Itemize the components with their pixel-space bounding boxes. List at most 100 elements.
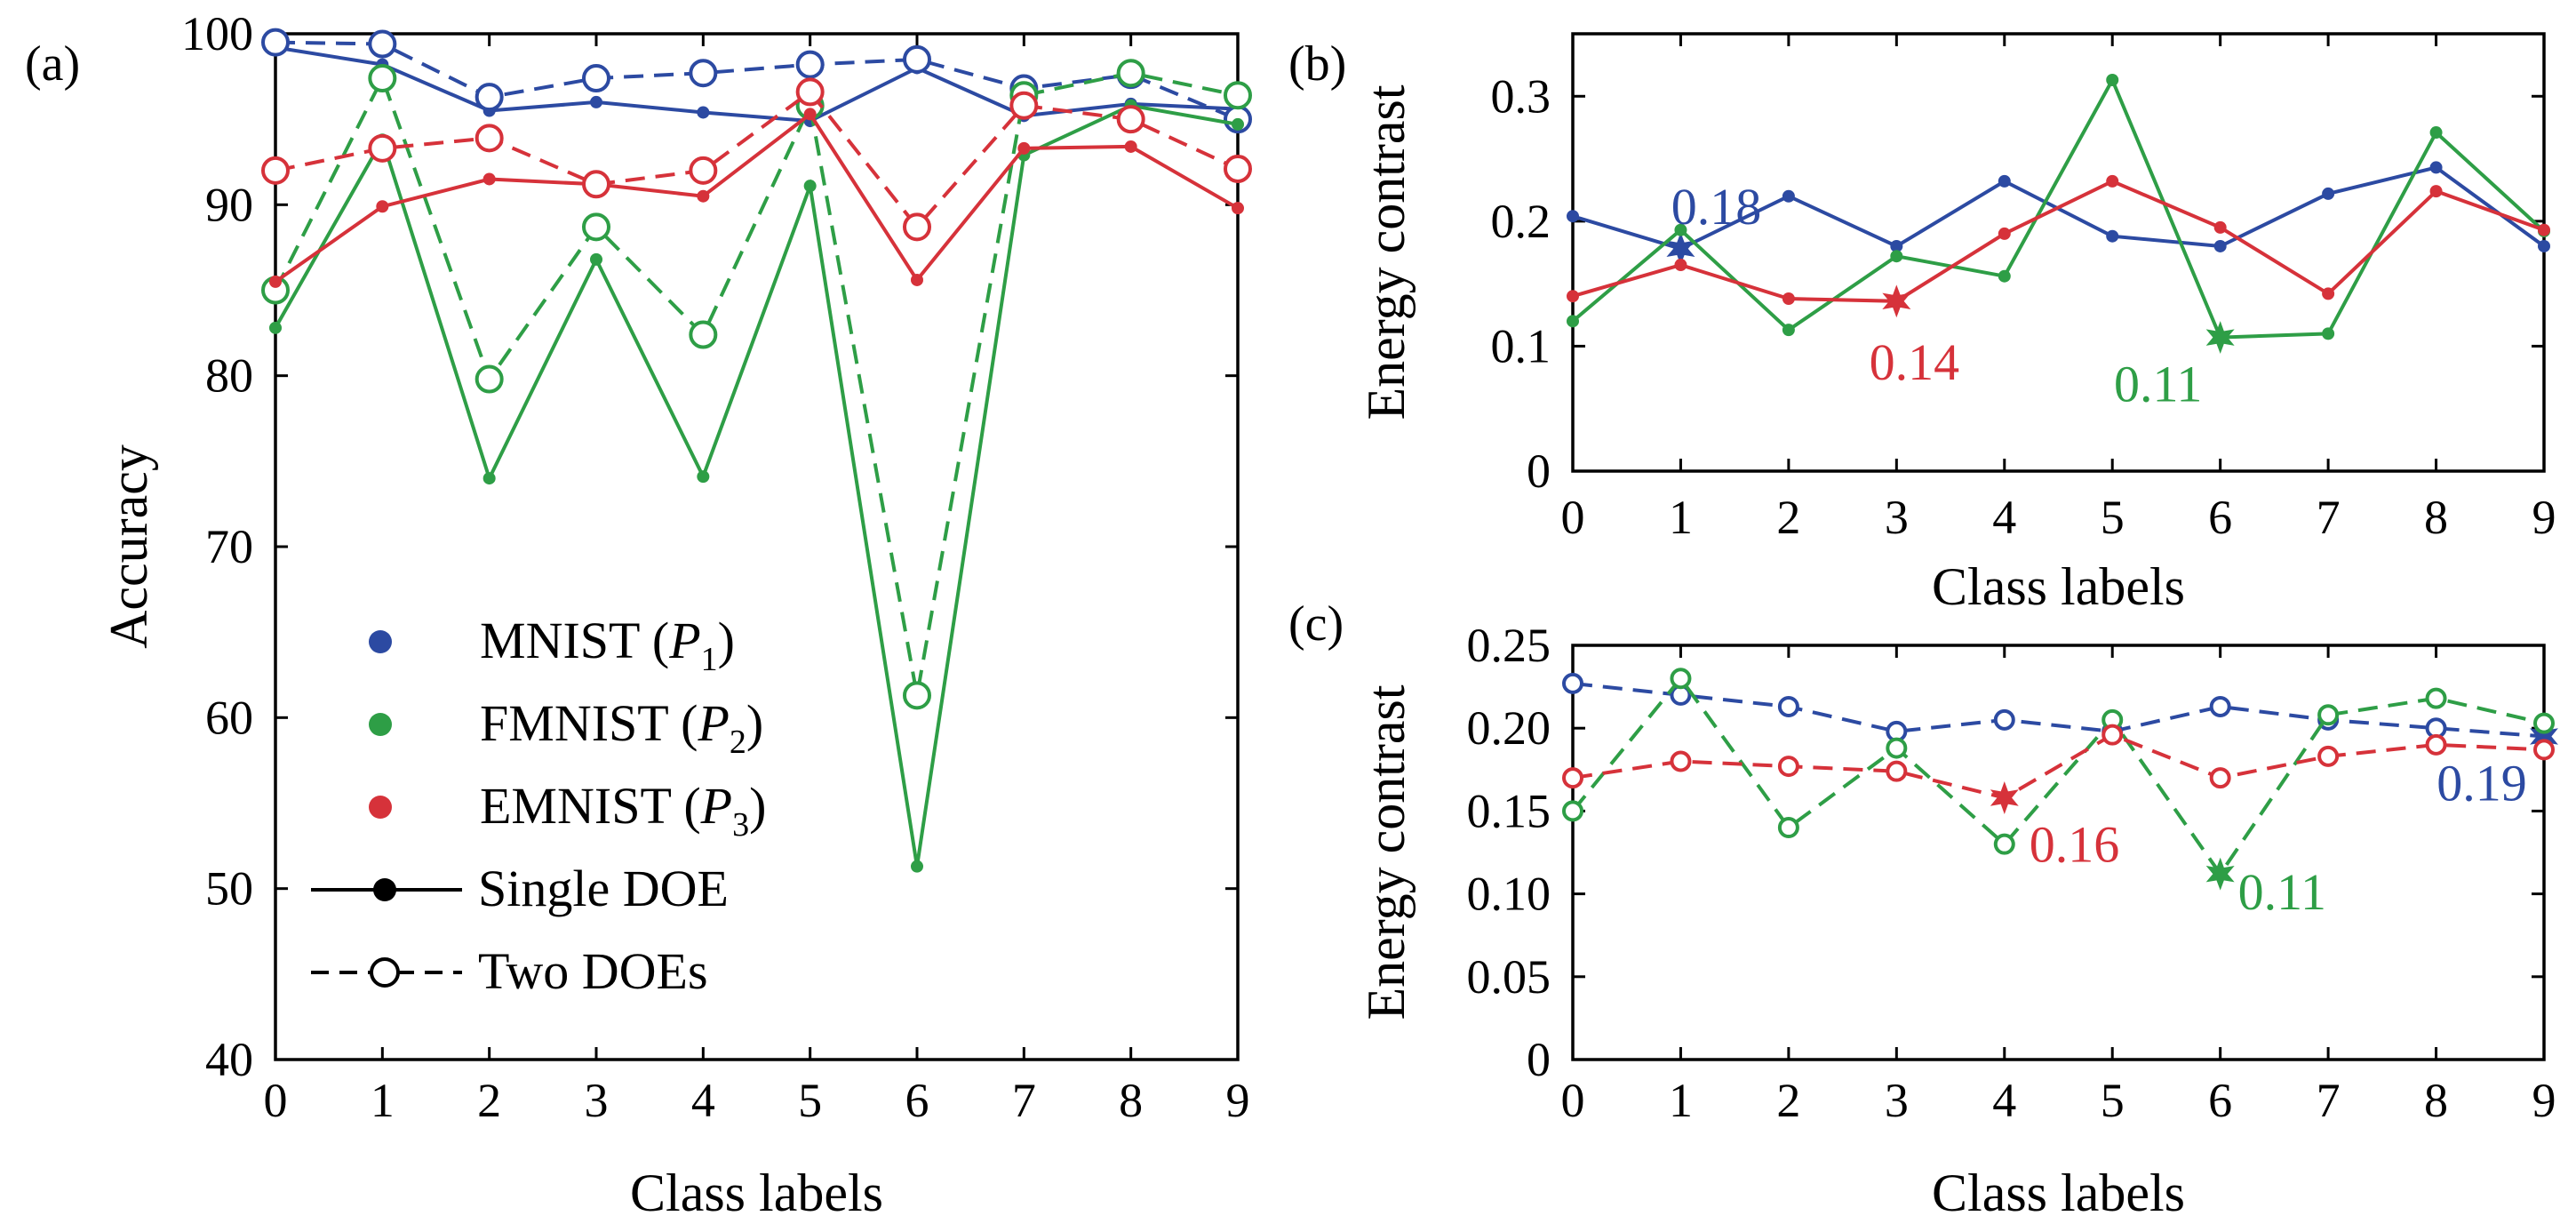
series-line — [1572, 179, 2545, 303]
data-point — [2106, 229, 2119, 243]
data-point — [803, 180, 817, 193]
data-point — [1886, 760, 1908, 782]
y-tick-label: 40 — [205, 1033, 253, 1086]
data-point — [1782, 324, 1795, 337]
data-point — [1998, 174, 2011, 188]
legend-label: Single DOE — [478, 860, 729, 917]
y-tick-label: 0.25 — [1467, 619, 1551, 672]
legend-dot-icon — [369, 630, 392, 653]
x-tick-label: 5 — [2101, 1074, 2125, 1127]
data-point — [376, 200, 389, 213]
data-point — [1886, 737, 1908, 759]
data-point — [590, 95, 602, 108]
data-point — [1562, 800, 1583, 822]
data-point — [911, 860, 923, 873]
x-tick-label: 0 — [1561, 1074, 1585, 1127]
legend-label: MNIST (P1) — [480, 612, 735, 678]
data-point — [1993, 833, 2015, 855]
y-tick-label: 60 — [205, 691, 253, 744]
data-point — [1567, 315, 1579, 328]
data-point — [261, 156, 290, 185]
x-tick-label: 4 — [691, 1074, 715, 1127]
data-point — [1890, 250, 1903, 263]
x-tick-label: 6 — [2208, 491, 2232, 544]
data-point — [2106, 74, 2119, 87]
data-point — [2317, 704, 2340, 726]
data-point — [2425, 733, 2447, 756]
x-tick-label: 3 — [585, 1074, 609, 1127]
x-tick-label: 3 — [1885, 1074, 1909, 1127]
series-line — [275, 89, 1239, 230]
min-star-marker — [2205, 857, 2235, 891]
data-point — [1567, 210, 1579, 223]
data-point — [368, 64, 397, 93]
data-point — [269, 275, 282, 288]
data-point — [582, 64, 610, 93]
data-point — [2213, 220, 2227, 234]
x-tick-label: 4 — [1992, 491, 2016, 544]
data-point — [2209, 695, 2231, 717]
series-line — [1572, 732, 2545, 800]
data-point — [1116, 59, 1145, 88]
data-point — [1224, 81, 1252, 110]
data-point — [795, 50, 825, 79]
legend-label: EMNIST (P3) — [480, 777, 766, 844]
data-point — [475, 124, 504, 153]
data-point — [2322, 287, 2335, 300]
data-point — [689, 59, 718, 88]
series-line — [275, 45, 1239, 124]
x-tick-label: 0 — [264, 1074, 288, 1127]
min-star-marker — [2205, 321, 2235, 355]
data-point — [1232, 202, 1244, 215]
data-point — [582, 212, 610, 242]
x-tick-label: 1 — [371, 1074, 395, 1127]
data-point — [1116, 105, 1145, 134]
x-tick-label: 0 — [1561, 491, 1585, 544]
min-star-marker — [1990, 781, 2019, 814]
x-tick-label: 9 — [1226, 1074, 1250, 1127]
x-tick-label: 9 — [2532, 1074, 2556, 1127]
value-annotation: 0.16 — [2030, 815, 2120, 873]
series-line — [275, 40, 1239, 122]
panel-label: (b) — [1288, 36, 1346, 92]
legend-dot-icon — [369, 713, 392, 736]
data-point — [2429, 185, 2443, 198]
data-point — [2209, 767, 2231, 789]
y-axis-label: Accuracy — [100, 444, 158, 649]
x-axis-label: Class labels — [1932, 557, 2185, 616]
x-tick-label: 1 — [1669, 491, 1693, 544]
data-point — [1017, 141, 1031, 155]
data-point — [1777, 756, 1799, 778]
data-point — [903, 44, 931, 74]
data-point — [1782, 292, 1795, 306]
data-point — [269, 321, 282, 334]
data-point — [582, 170, 610, 199]
y-tick-label: 0 — [1527, 444, 1551, 498]
data-point — [2425, 687, 2447, 709]
series-line — [1571, 76, 2546, 340]
x-tick-label: 7 — [2317, 1074, 2341, 1127]
value-annotation: 0.18 — [1671, 178, 1762, 236]
y-axis-label: Energy contrast — [1357, 84, 1416, 420]
x-tick-label: 2 — [477, 1074, 501, 1127]
y-tick-label: 50 — [205, 862, 253, 916]
legend-filled-marker-icon — [373, 878, 396, 901]
data-point — [2538, 223, 2550, 236]
data-point — [475, 364, 504, 394]
min-star-marker — [1882, 284, 1911, 318]
y-tick-label: 80 — [205, 349, 253, 403]
legend-label: FMNIST (P2) — [480, 694, 763, 761]
y-tick-label: 0.05 — [1467, 950, 1551, 1004]
data-point — [1562, 767, 1583, 789]
data-point — [1224, 154, 1252, 183]
data-point — [2533, 739, 2555, 761]
data-point — [1674, 223, 1687, 236]
y-tick-label: 70 — [205, 520, 253, 573]
data-point — [697, 106, 710, 119]
x-tick-label: 5 — [2101, 491, 2125, 544]
data-point — [1998, 227, 2011, 240]
data-point — [483, 472, 496, 485]
data-point — [911, 273, 923, 286]
value-annotation: 0.11 — [2238, 863, 2326, 921]
